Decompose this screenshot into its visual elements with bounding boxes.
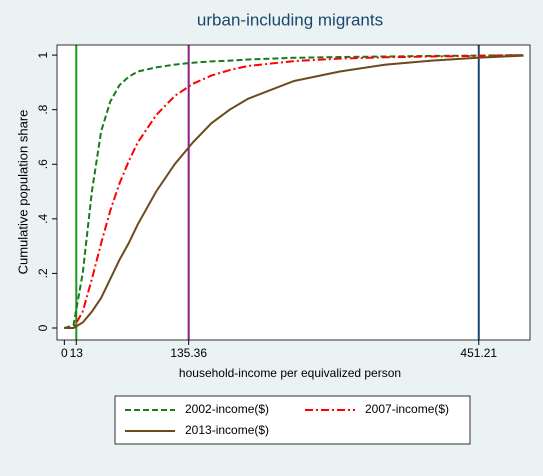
x-axis-title: household-income per equivalized person xyxy=(179,366,401,380)
series-line xyxy=(64,54,524,329)
y-axis-title: Cumulative population share xyxy=(15,110,30,275)
y-tick-label: .4 xyxy=(36,214,50,224)
plot-area xyxy=(57,45,530,340)
legend-label: 2002-income($) xyxy=(185,402,269,416)
y-tick-label: 0 xyxy=(36,324,50,331)
y-tick-label: .6 xyxy=(36,159,50,169)
x-tick-label: 135.36 xyxy=(170,346,207,360)
chart-title: urban-including migrants xyxy=(197,10,383,29)
legend xyxy=(114,395,471,445)
legend-label: 2013-income($) xyxy=(185,423,269,437)
legend-label: 2007-income($) xyxy=(365,402,449,416)
series-line xyxy=(64,54,524,329)
y-tick-label: .8 xyxy=(36,104,50,114)
x-tick-label: 13 xyxy=(70,346,84,360)
plot-frame xyxy=(56,44,531,341)
y-tick-label: .2 xyxy=(36,268,50,278)
x-tick-label: 451.21 xyxy=(460,346,497,360)
series-line xyxy=(64,54,524,329)
y-tick-label: 1 xyxy=(36,51,50,58)
x-tick-label: 0 xyxy=(61,346,68,360)
